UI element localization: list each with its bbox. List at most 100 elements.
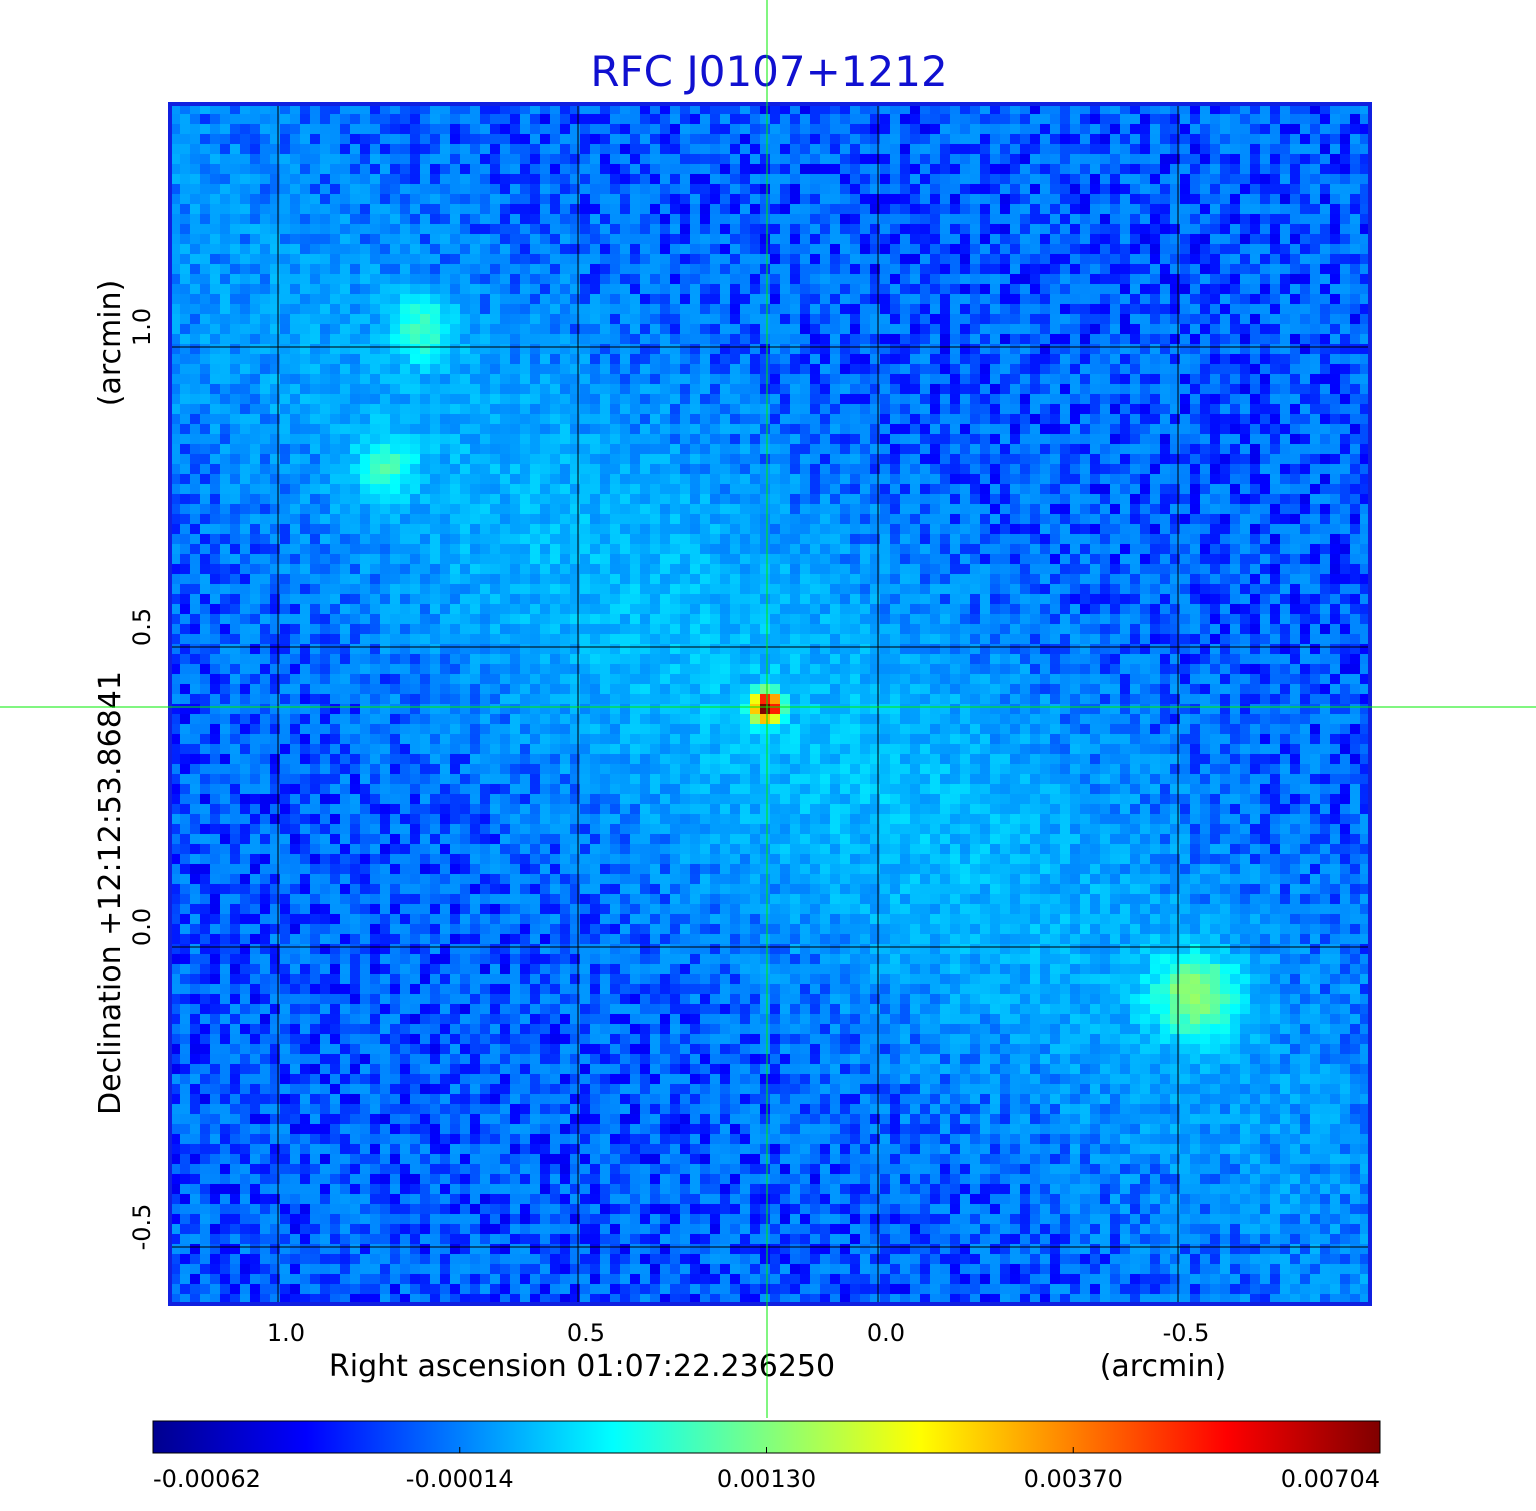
heatmap-cell: [1180, 414, 1191, 425]
heatmap-cell: [1140, 104, 1151, 115]
heatmap-cell: [320, 224, 331, 235]
heatmap-cell: [930, 354, 941, 365]
heatmap-cell: [180, 124, 191, 135]
heatmap-cell: [520, 234, 531, 245]
heatmap-cell: [480, 254, 491, 265]
heatmap-cell: [570, 234, 581, 245]
heatmap-cell: [490, 134, 501, 145]
heatmap-cell: [480, 104, 491, 115]
heatmap-cell: [630, 254, 641, 265]
heatmap-cell: [570, 154, 581, 165]
heatmap-cell: [420, 304, 431, 315]
heatmap-cell: [440, 224, 451, 235]
heatmap-cell: [710, 304, 721, 315]
heatmap-cell: [1110, 294, 1121, 305]
heatmap-cell: [900, 384, 911, 395]
heatmap-cell: [1350, 434, 1361, 445]
heatmap-cell: [350, 124, 361, 135]
heatmap-cell: [170, 204, 181, 215]
heatmap-cell: [890, 134, 901, 145]
heatmap-cell: [1320, 244, 1331, 255]
heatmap-cell: [820, 434, 831, 445]
heatmap-cell: [510, 244, 521, 255]
heatmap-cell: [860, 464, 871, 475]
heatmap-cell: [1330, 134, 1341, 145]
heatmap-cell: [1310, 464, 1321, 475]
heatmap-cell: [720, 274, 731, 285]
heatmap-cell: [180, 274, 191, 285]
heatmap-cell: [520, 174, 531, 185]
heatmap-cell: [640, 474, 651, 485]
heatmap-cell: [380, 104, 391, 115]
heatmap-cell: [530, 194, 541, 205]
heatmap-cell: [1080, 294, 1091, 305]
heatmap-cell: [940, 304, 951, 315]
heatmap-cell: [280, 104, 291, 115]
heatmap-cell: [830, 404, 841, 415]
heatmap-cell: [900, 374, 911, 385]
heatmap-cell: [340, 264, 351, 275]
heatmap-cell: [390, 464, 401, 475]
heatmap-cell: [800, 474, 811, 485]
heatmap-cell: [550, 234, 561, 245]
heatmap-cell: [1190, 174, 1201, 185]
heatmap-cell: [1040, 164, 1051, 175]
heatmap-cell: [1160, 194, 1171, 205]
heatmap-cell: [590, 504, 601, 515]
heatmap-cell: [980, 334, 991, 345]
heatmap-cell: [1340, 304, 1351, 315]
heatmap-cell: [1090, 394, 1101, 405]
heatmap-cell: [470, 254, 481, 265]
heatmap-cell: [810, 464, 821, 475]
heatmap-cell: [280, 434, 291, 445]
heatmap-cell: [370, 504, 381, 515]
heatmap-cell: [180, 314, 191, 325]
heatmap-cell: [1140, 254, 1151, 265]
heatmap-cell: [680, 424, 691, 435]
heatmap-cell: [270, 154, 281, 165]
heatmap-cell: [620, 214, 631, 225]
heatmap-cell: [370, 254, 381, 265]
heatmap-cell: [730, 484, 741, 495]
heatmap-cell: [530, 374, 541, 385]
heatmap-cell: [410, 424, 421, 435]
heatmap-cell: [700, 364, 711, 375]
heatmap-cell: [180, 164, 191, 175]
heatmap-cell: [960, 344, 971, 355]
heatmap-cell: [900, 144, 911, 155]
heatmap-cell: [790, 264, 801, 275]
heatmap-cell: [490, 374, 501, 385]
heatmap-cell: [340, 224, 351, 235]
heatmap-cell: [300, 214, 311, 225]
heatmap-cell: [1320, 274, 1331, 285]
heatmap-cell: [830, 304, 841, 315]
heatmap-cell: [1060, 164, 1071, 175]
heatmap-cell: [760, 304, 771, 315]
heatmap-cell: [960, 364, 971, 375]
heatmap-cell: [930, 444, 941, 455]
heatmap-cell: [1140, 354, 1151, 365]
heatmap-cell: [220, 434, 231, 445]
heatmap-cell: [690, 414, 701, 425]
heatmap-cell: [740, 404, 751, 415]
heatmap-cell: [270, 234, 281, 245]
heatmap-cell: [430, 394, 441, 405]
heatmap-cell: [360, 514, 371, 525]
heatmap-cell: [180, 264, 191, 275]
heatmap-cell: [1140, 474, 1151, 485]
heatmap-cell: [260, 284, 271, 295]
heatmap-cell: [770, 224, 781, 235]
heatmap-cell: [260, 294, 271, 305]
heatmap-cell: [510, 374, 521, 385]
heatmap-cell: [1120, 244, 1131, 255]
heatmap-cell: [1140, 404, 1151, 415]
heatmap-cell: [1130, 344, 1141, 355]
heatmap-cell: [630, 464, 641, 475]
heatmap-cell: [350, 434, 361, 445]
heatmap-cell: [970, 254, 981, 265]
heatmap-cell: [190, 154, 201, 165]
heatmap-cell: [700, 224, 711, 235]
heatmap-cell: [1220, 174, 1231, 185]
heatmap-cell: [390, 494, 401, 505]
heatmap-cell: [460, 314, 471, 325]
